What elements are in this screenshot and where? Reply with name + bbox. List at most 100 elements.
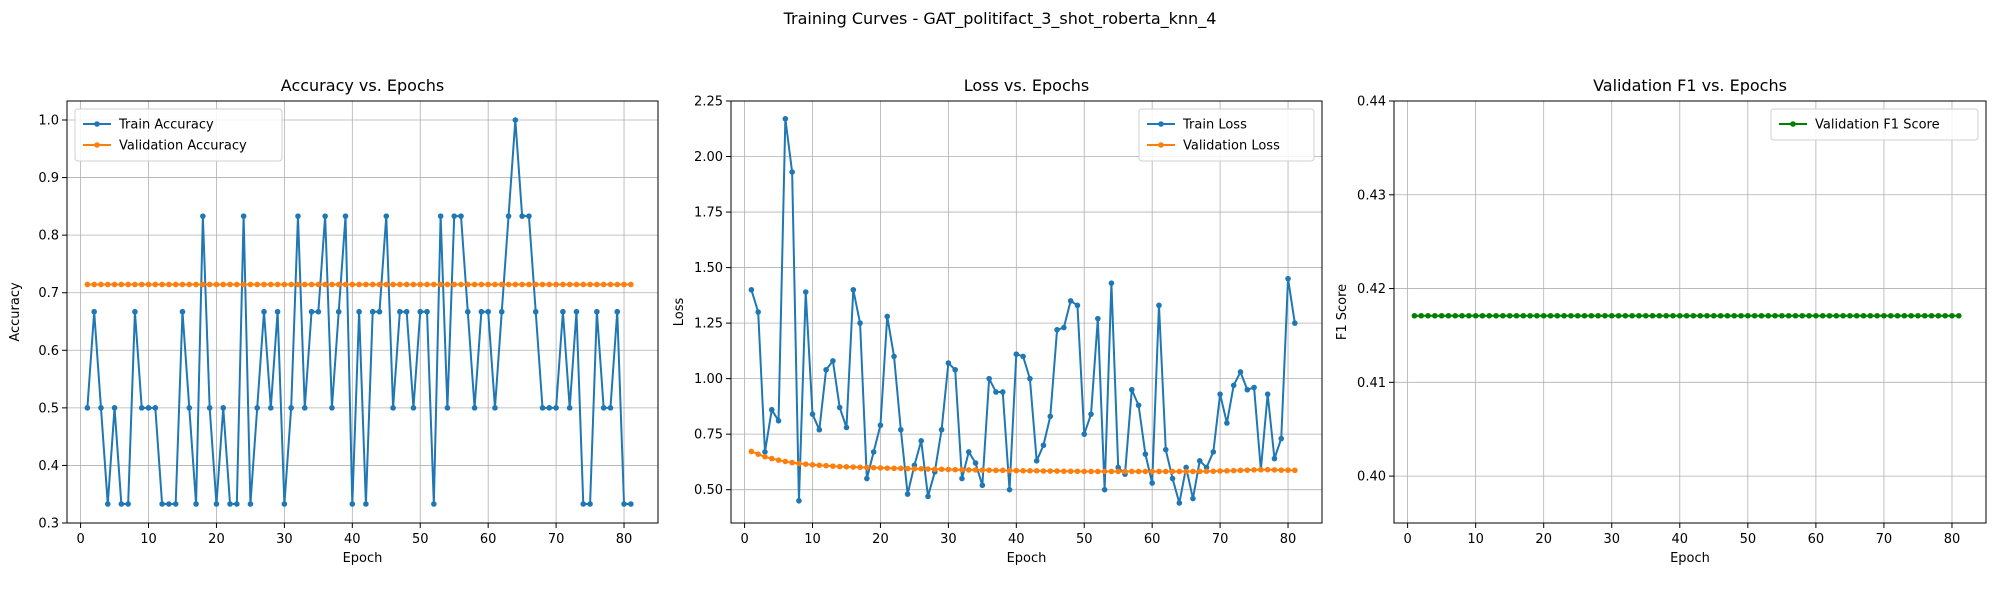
data-point (1020, 353, 1026, 360)
data-point (329, 405, 335, 411)
data-point (1217, 468, 1223, 474)
legend-marker (1158, 142, 1164, 148)
data-point (1061, 324, 1067, 331)
data-point (782, 458, 789, 465)
data-point (166, 281, 172, 288)
x-tick-label: 30 (940, 532, 957, 547)
data-point (1074, 468, 1081, 475)
data-point (1135, 402, 1142, 409)
data-point (1176, 500, 1183, 506)
y-tick-label: 0.50 (694, 483, 723, 498)
data-point (1881, 312, 1887, 319)
data-point (1285, 467, 1291, 473)
data-point (1122, 468, 1128, 475)
data-point (945, 466, 952, 473)
data-point (843, 424, 850, 431)
data-point (200, 213, 206, 219)
y-tick-label: 1.25 (694, 317, 723, 332)
data-point (240, 213, 247, 219)
data-point (1162, 468, 1169, 475)
data-point (383, 213, 390, 219)
series-line (750, 117, 1296, 505)
data-point (1649, 312, 1656, 319)
data-point (227, 281, 233, 288)
y-tick-label: 0.6 (38, 344, 59, 359)
data-point (1176, 468, 1183, 475)
data-point (1765, 312, 1772, 319)
data-point (281, 281, 288, 288)
data-point (431, 281, 437, 288)
data-point (308, 281, 315, 288)
data-point (546, 405, 553, 411)
chart-title: Accuracy vs. Epochs (281, 76, 444, 95)
data-point (993, 389, 999, 395)
data-point (1169, 468, 1176, 475)
data-point (587, 501, 593, 507)
axes-frame (1393, 100, 1987, 524)
data-point (993, 467, 999, 474)
data-point (512, 117, 519, 123)
chart-panel-2: 0 10 20 30 40 50 60 70 80 0.50 0.75 1.00 1.25 1.50 1.7… (672, 76, 1323, 566)
data-point (234, 501, 240, 507)
data-point (986, 467, 992, 473)
data-point (322, 213, 328, 219)
data-point (972, 460, 979, 466)
data-point (748, 286, 755, 293)
data-point (1115, 468, 1122, 475)
data-point (410, 405, 417, 411)
data-point (1088, 468, 1094, 475)
data-point (1411, 312, 1418, 319)
data-point (505, 281, 512, 288)
data-point (91, 281, 97, 288)
data-point (972, 467, 979, 473)
data-point (478, 308, 485, 315)
data-point (1867, 312, 1874, 319)
data-point (1547, 312, 1554, 319)
data-point (1033, 468, 1040, 474)
data-point (755, 309, 761, 315)
data-point (315, 281, 322, 288)
data-point (1142, 468, 1149, 475)
data-point (132, 308, 138, 315)
data-point (1915, 312, 1921, 319)
data-point (132, 281, 138, 288)
data-point (796, 497, 802, 504)
x-tick-label: 20 (208, 532, 225, 547)
data-point (1704, 312, 1710, 319)
data-point (1683, 312, 1690, 319)
data-point (1588, 312, 1595, 319)
data-point (138, 405, 145, 411)
data-point (1697, 312, 1704, 319)
data-point (566, 405, 573, 411)
x-tick-label: 10 (140, 532, 157, 547)
data-point (979, 467, 986, 473)
data-point (553, 281, 559, 288)
data-point (274, 281, 281, 288)
data-point (1561, 312, 1567, 319)
data-point (1745, 312, 1751, 319)
y-tick-label: 0.40 (1357, 470, 1386, 485)
data-point (628, 501, 634, 507)
data-point (850, 286, 857, 293)
data-point (417, 308, 424, 315)
data-point (104, 281, 111, 288)
data-point (911, 466, 918, 472)
y-axis-label: Accuracy (8, 282, 23, 342)
data-point (247, 281, 254, 288)
data-point (464, 281, 471, 288)
x-axis-label: Epoch (1670, 551, 1710, 566)
data-point (254, 281, 261, 288)
data-point (186, 281, 193, 288)
data-point (1149, 480, 1155, 486)
data-point (179, 308, 186, 315)
data-point (755, 451, 761, 457)
data-point (1101, 468, 1108, 475)
data-point (1772, 312, 1778, 319)
data-point (621, 501, 627, 507)
x-axis-label: Epoch (1007, 551, 1047, 566)
data-point (1183, 468, 1189, 475)
x-tick-label: 30 (276, 532, 293, 547)
legend-marker (1790, 121, 1796, 127)
data-point (614, 281, 621, 288)
data-point (322, 281, 328, 288)
